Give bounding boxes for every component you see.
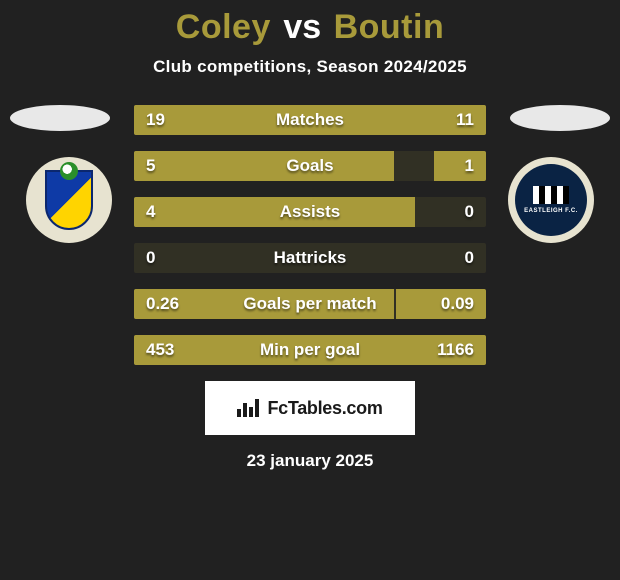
stat-fill-left (134, 151, 394, 181)
stat-row: 0 0 Hattricks (134, 243, 486, 273)
stat-value-right: 0 (465, 248, 474, 268)
stat-value-right: 11 (456, 110, 474, 130)
club-crest-left (26, 157, 112, 243)
stat-fill-left (134, 197, 415, 227)
stat-value-right: 1166 (437, 340, 474, 360)
stat-value-left: 4 (146, 202, 155, 222)
stat-row: 0.26 0.09 Goals per match (134, 289, 486, 319)
club-badge-text: EASTLEIGH F.C. (524, 208, 578, 214)
source-text: FcTables.com (267, 398, 382, 419)
stat-value-left: 0 (146, 248, 155, 268)
stat-label: Hattricks (274, 248, 347, 268)
player-marker-left (10, 105, 110, 131)
comparison-panel: EASTLEIGH F.C. 19 11 Matches 5 1 Goals 4 0 Assis… (0, 105, 620, 471)
shield-icon (45, 170, 93, 230)
vs-label: vs (283, 8, 321, 47)
stat-label: Assists (280, 202, 340, 222)
stat-row: 453 1166 Min per goal (134, 335, 486, 365)
stat-fill-right (434, 151, 486, 181)
stat-value-left: 0.26 (146, 294, 179, 314)
player-left-name: Coley (176, 8, 271, 47)
subtitle: Club competitions, Season 2024/2025 (0, 57, 620, 77)
stat-value-right: 0.09 (441, 294, 474, 314)
stat-label: Goals (286, 156, 333, 176)
stat-bars: 19 11 Matches 5 1 Goals 4 0 Assists 0 0 Hattricks 0.… (134, 105, 486, 365)
stat-label: Matches (276, 110, 344, 130)
player-right-name: Boutin (334, 8, 445, 47)
title: Coley vs Boutin (0, 0, 620, 47)
stat-row: 19 11 Matches (134, 105, 486, 135)
stat-label: Goals per match (243, 294, 376, 314)
stat-value-left: 5 (146, 156, 155, 176)
source-badge: FcTables.com (205, 381, 415, 435)
stat-label: Min per goal (260, 340, 360, 360)
player-marker-right (510, 105, 610, 131)
club-badge-icon: EASTLEIGH F.C. (515, 164, 587, 236)
club-crest-right: EASTLEIGH F.C. (508, 157, 594, 243)
stat-value-left: 453 (146, 340, 174, 360)
stat-value-right: 1 (465, 156, 474, 176)
stat-value-right: 0 (465, 202, 474, 222)
checker-pattern-icon (533, 186, 569, 204)
stat-row: 5 1 Goals (134, 151, 486, 181)
bars-icon (237, 399, 261, 417)
stat-row: 4 0 Assists (134, 197, 486, 227)
date-label: 23 january 2025 (0, 451, 620, 471)
stat-value-left: 19 (146, 110, 165, 130)
